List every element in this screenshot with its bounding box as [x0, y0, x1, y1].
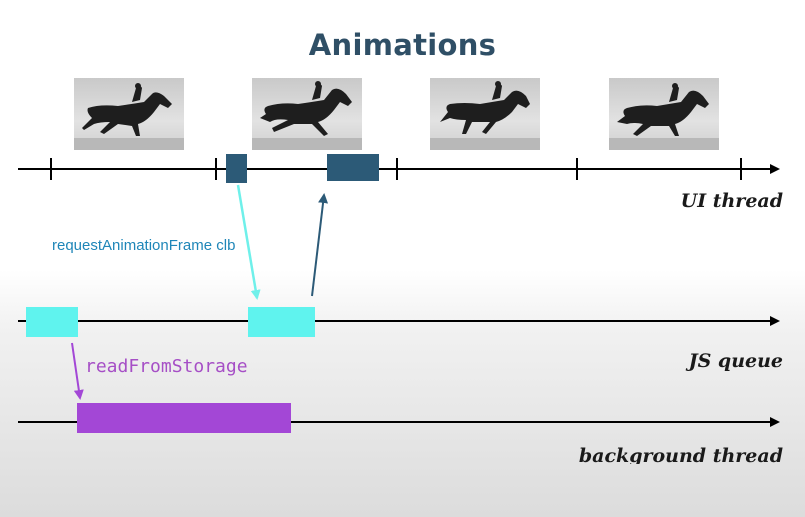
- galloping-horse-icon: [430, 81, 540, 150]
- raf-callback-label: requestAnimationFrame clb: [52, 237, 236, 254]
- galloping-horse-icon: [252, 81, 362, 150]
- ui-task-block: [327, 154, 379, 181]
- horse-frame-1: [74, 78, 184, 150]
- background-thread-label: background thread: [578, 445, 783, 464]
- js-task-block: [26, 307, 78, 337]
- raf-callback-arrow: [236, 184, 261, 300]
- read-from-storage-arrow: [71, 342, 84, 400]
- return-to-ui-arrow: [311, 193, 329, 297]
- js-task-block: [248, 307, 315, 337]
- horse-frame-2: [252, 78, 362, 150]
- background-task-block: [77, 403, 291, 433]
- horse-frame-3: [430, 78, 540, 150]
- page-title: Animations: [308, 28, 497, 62]
- horse-frame-4: [609, 78, 719, 150]
- galloping-horse-icon: [609, 83, 719, 150]
- read-from-storage-label: readFromStorage: [85, 356, 248, 377]
- js-queue-label: JS queue: [688, 350, 783, 372]
- ui-thread-label: UI thread: [680, 190, 783, 212]
- galloping-horse-icon: [74, 83, 184, 150]
- ui-task-block: [226, 154, 247, 183]
